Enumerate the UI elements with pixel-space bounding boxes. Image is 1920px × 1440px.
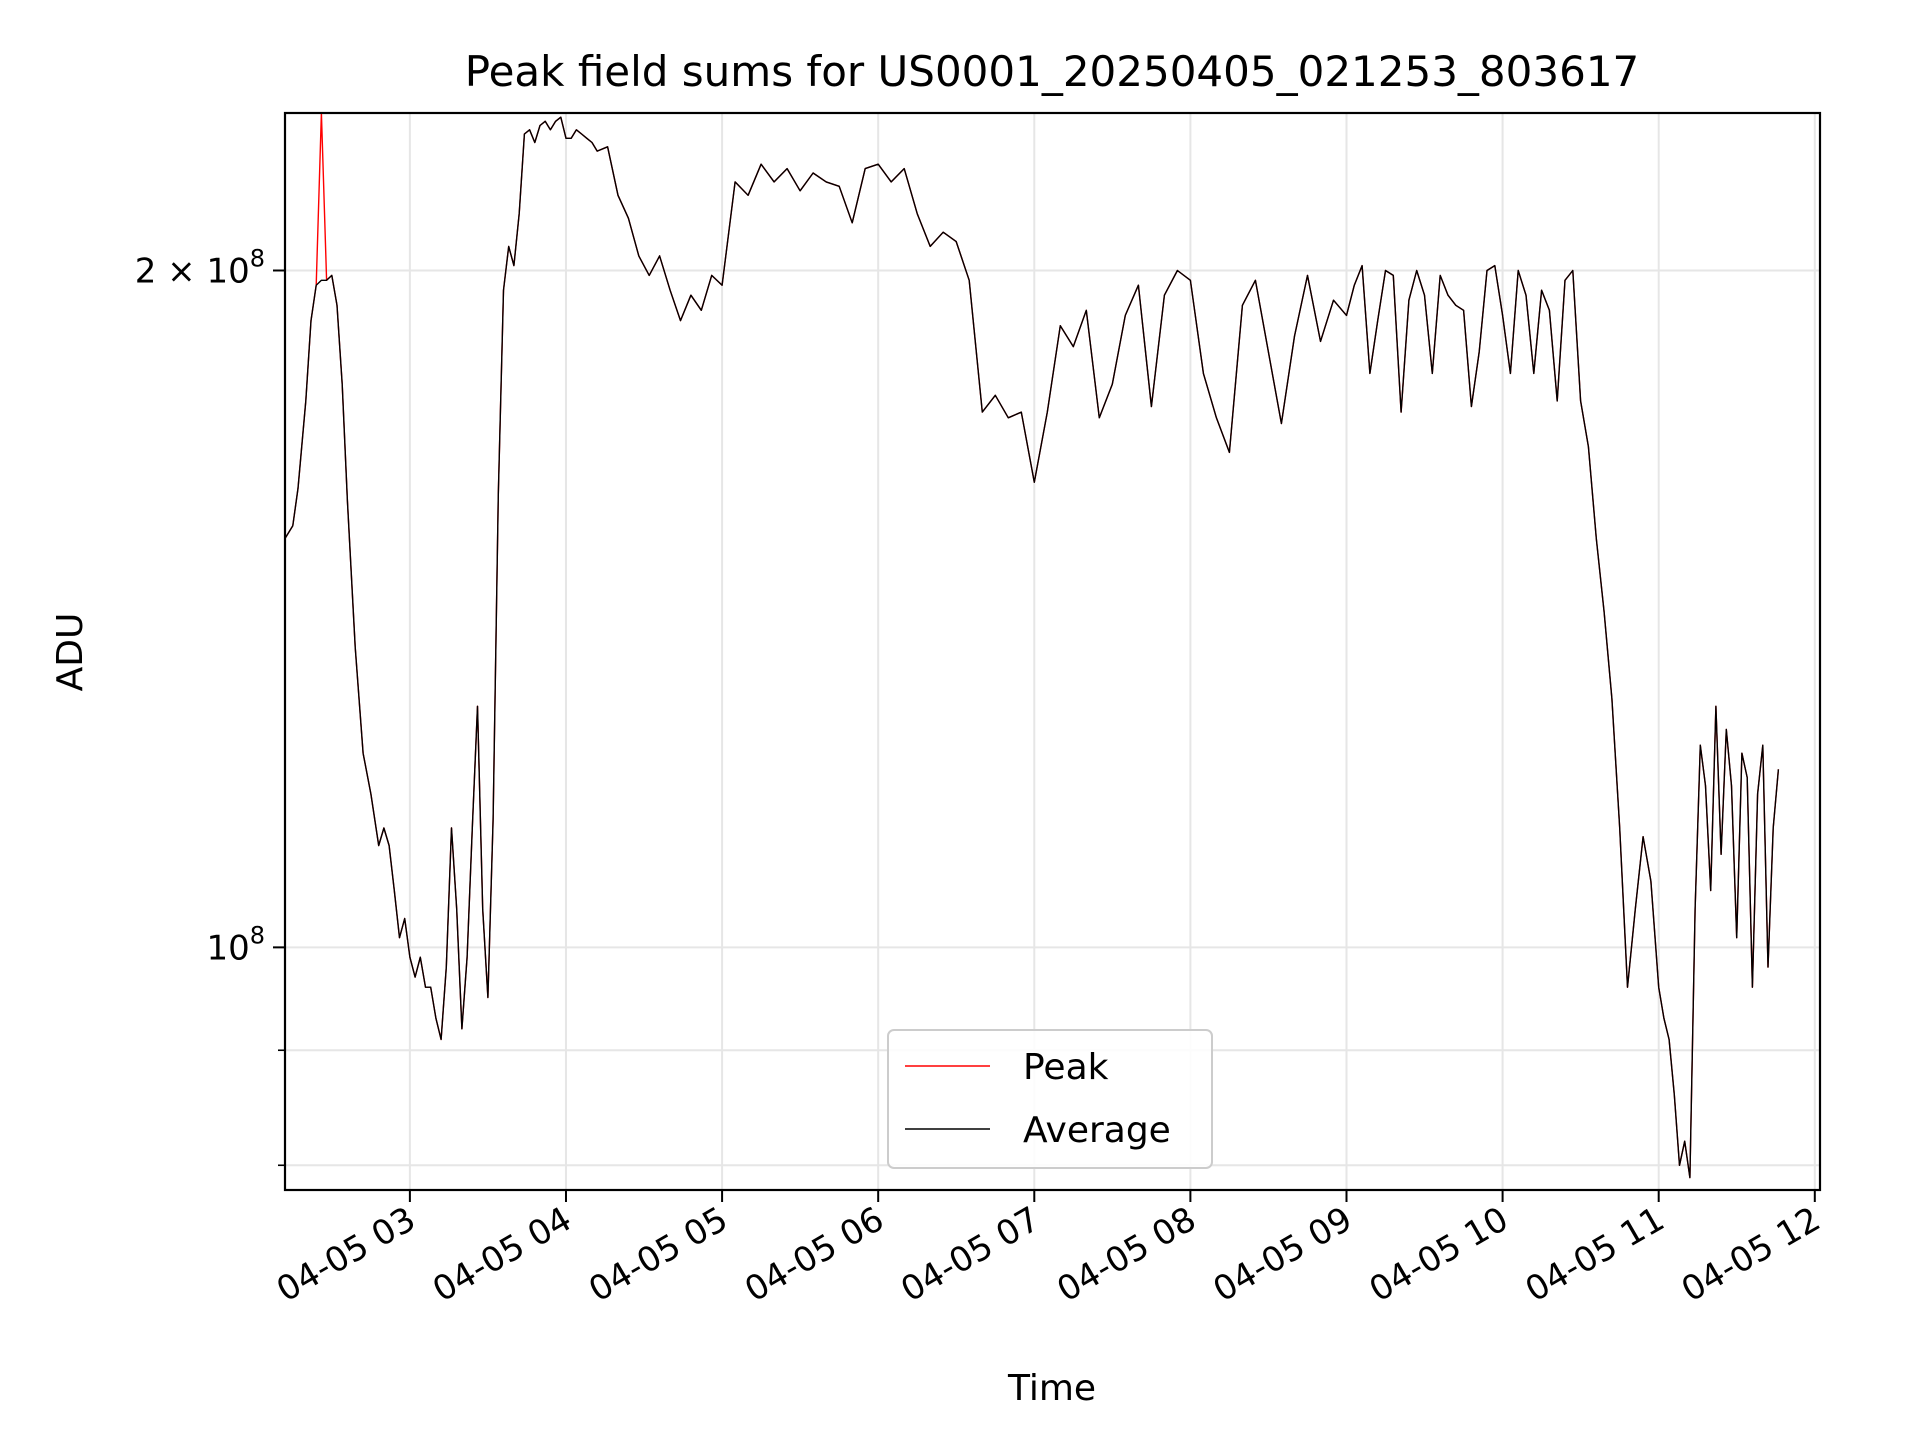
legend-label-peak: Peak bbox=[1023, 1047, 1109, 1088]
y-tick-label: 108 bbox=[206, 921, 265, 968]
y-axis: 108 2 × 108 bbox=[135, 244, 285, 1167]
y-axis-label: ADU bbox=[50, 613, 91, 692]
x-axis-label: Time bbox=[1007, 1368, 1096, 1409]
series-line-average bbox=[284, 116, 1780, 1179]
plot-frame bbox=[283, 111, 1822, 1192]
y-tick-label: 2 × 108 bbox=[135, 244, 265, 291]
chart-title: Peak field sums for US0001_20250405_0212… bbox=[465, 47, 1640, 96]
series-layer bbox=[284, 112, 1780, 1179]
legend: Peak Average bbox=[887, 1029, 1213, 1169]
legend-box bbox=[887, 1029, 1213, 1169]
legend-label-average: Average bbox=[1023, 1110, 1171, 1151]
